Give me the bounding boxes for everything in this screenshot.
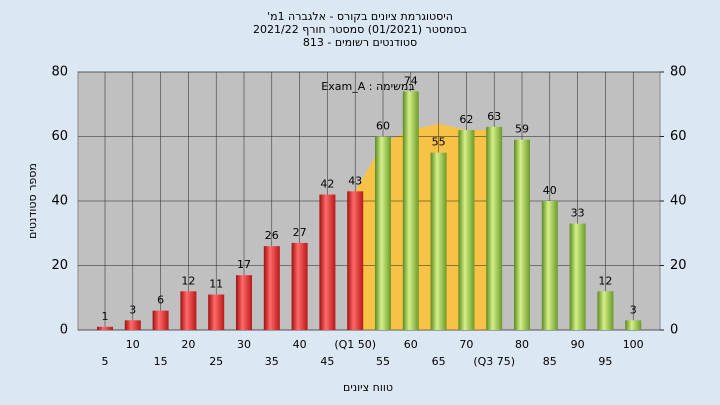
x-tick-label: (Q1 50) [334,338,376,351]
y-tick-label: 20 [51,258,68,273]
data-label: 3 [129,303,136,316]
y2-tick-label: 80 [670,65,687,80]
bar [430,152,447,330]
y-tick-label: 60 [51,129,68,144]
data-label: 33 [571,207,585,220]
x-tick-label: 70 [459,338,473,351]
bar [208,294,225,330]
bar [180,291,197,330]
bar [375,136,391,330]
x-tick-label: 30 [237,338,251,351]
y2-tick-label: 20 [670,258,687,273]
bar [569,223,586,330]
bar [152,310,169,330]
y-tick-label: 80 [51,65,68,80]
chart-title: היסטוגרמת ציונים בקורס - אלגברה 1מ' [267,10,453,23]
bar [486,126,503,330]
x-tick-label: 5 [102,355,109,368]
data-label: 60 [376,120,390,133]
x-tick-label: 60 [404,338,418,351]
x-axis-label: טווח ציונים [343,381,393,394]
data-label: 12 [181,274,195,287]
bar [347,191,364,330]
bar [291,242,308,330]
bar [97,326,113,330]
data-label: 27 [293,226,307,239]
data-label: 42 [320,178,334,191]
data-label: 11 [209,278,223,291]
data-label: 62 [459,113,473,126]
data-label: 43 [348,174,362,187]
data-label: 3 [630,303,637,316]
x-tick-label: 20 [181,338,195,351]
y2-tick-label: 60 [670,129,687,144]
x-tick-label: 100 [623,338,644,351]
x-tick-label: 45 [320,355,334,368]
bar [319,194,336,330]
bar [124,320,141,330]
bar [625,320,642,330]
y-tick-label: 0 [60,323,68,338]
x-tick-label: 65 [432,355,446,368]
bar [458,130,475,330]
bar [541,201,558,330]
x-tick-label: 10 [126,338,140,351]
x-tick-label: (Q3 75) [473,355,515,368]
x-tick-label: 80 [515,338,529,351]
y2-tick-label: 40 [670,194,687,209]
x-tick-label: 90 [571,338,585,351]
x-tick-label: 55 [376,355,390,368]
chart-subtitle: סטודנטים רשומים - 813 [303,36,417,49]
bar [236,275,252,330]
bar [402,91,419,330]
data-label: 17 [237,258,251,271]
data-label: 1 [102,310,109,323]
data-label: 63 [487,110,501,123]
y2-tick-label: 0 [670,323,678,338]
x-tick-label: 85 [543,355,557,368]
x-tick-label: 35 [265,355,279,368]
y-tick-label: 40 [51,194,68,209]
data-label: 55 [432,136,446,149]
y-axis-label: מספר סטודנטים [26,163,39,239]
x-tick-label: 95 [598,355,612,368]
data-label: 59 [515,123,529,136]
annotation: במשימה : Exam_A [321,80,414,93]
data-label: 6 [157,294,164,307]
x-tick-label: 25 [209,355,223,368]
data-label: 12 [598,274,612,287]
data-label: 74 [404,74,418,87]
x-tick-label: 15 [154,355,168,368]
bar [263,246,280,330]
data-label: 26 [265,229,279,242]
x-tick-label: 40 [293,338,307,351]
chart-subtitle: בסמסטר (01/2021) סמסטר חורף 2021/22 [253,23,467,36]
data-label: 40 [543,184,557,197]
bar [597,291,614,330]
bar [514,139,530,330]
